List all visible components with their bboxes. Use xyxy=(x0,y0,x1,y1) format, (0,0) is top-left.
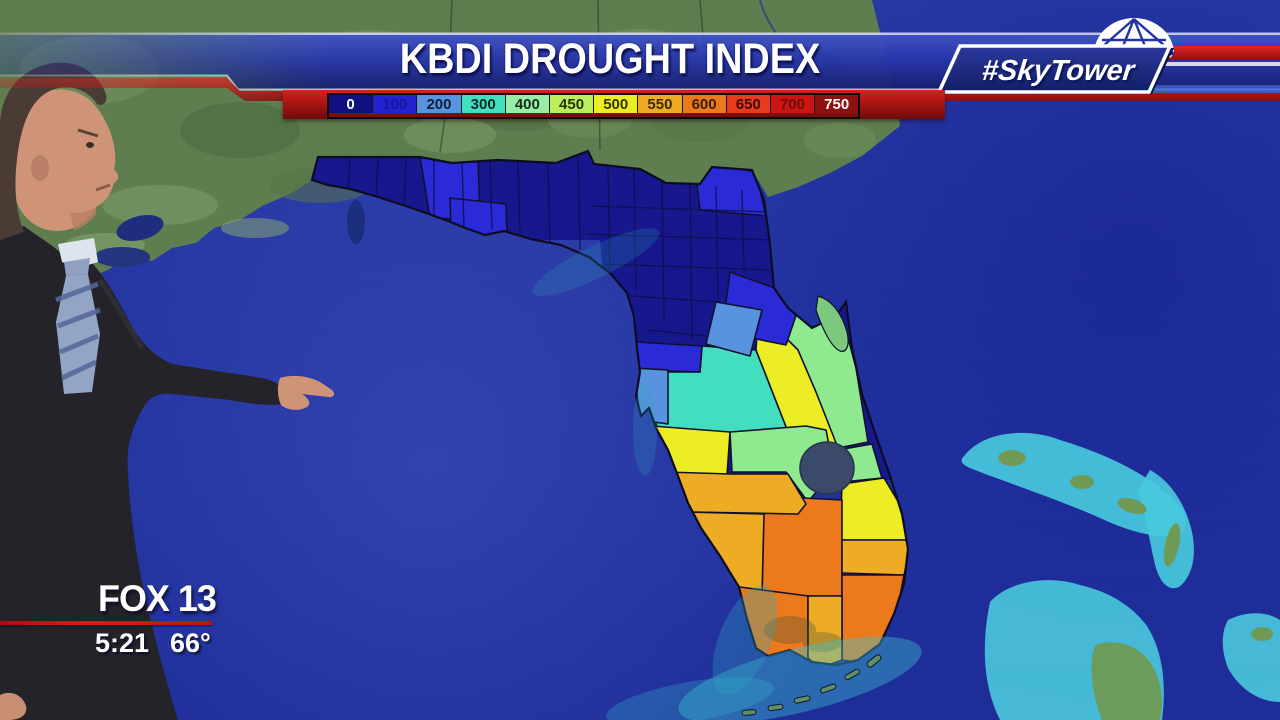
legend-item-500: 500 xyxy=(594,95,639,113)
page-title: KBDI DROUGHT INDEX xyxy=(399,35,821,83)
everglades-texture xyxy=(764,616,842,652)
skytower-emblem xyxy=(936,18,1280,94)
florida-state-outline xyxy=(310,149,910,667)
legend-item-200: 200 xyxy=(417,95,462,113)
presenter-lower-hand xyxy=(0,692,27,720)
legend-item-550: 550 xyxy=(638,95,683,113)
legend-scale-row: 0 100 200 300 400 450 500 550 600 650 70… xyxy=(327,93,861,119)
skytower-white-stripe xyxy=(1156,62,1280,66)
banner-silver-edge xyxy=(0,74,1280,91)
current-time: 5:21 xyxy=(95,628,150,658)
coastal-marsh-bay xyxy=(94,247,150,267)
station-logo: FOX 13 xyxy=(98,578,217,619)
legend-item-600: 600 xyxy=(682,95,727,113)
skytower-brand-text: #SkyTower xyxy=(980,55,1136,87)
station-logo-underline xyxy=(0,621,212,625)
banner-top-edge xyxy=(0,32,1280,35)
cape-canaveral-barrier xyxy=(815,295,849,352)
county-region-lake-county xyxy=(705,301,763,357)
lake-okeechobee xyxy=(799,441,855,495)
bahamas-islands xyxy=(961,432,1280,720)
kbdi-legend: 0 100 200 300 400 450 500 550 600 650 70… xyxy=(283,90,945,119)
current-temperature: 66° xyxy=(170,628,211,658)
coastal-bay xyxy=(116,214,164,242)
county-border-lines xyxy=(347,155,773,341)
presenter-head xyxy=(0,62,119,240)
legend-item-750: 750 xyxy=(815,95,859,113)
legend-item-650: 650 xyxy=(726,95,771,113)
legend-item-450: 450 xyxy=(549,95,595,113)
skytower-red-stripe xyxy=(1162,46,1280,60)
legend-item-700: 700 xyxy=(770,95,816,113)
skytower-box xyxy=(936,44,1173,94)
presenter-pointing-hand xyxy=(277,375,335,410)
skytower-light-stripe xyxy=(1148,85,1280,93)
legend-item-100: 100 xyxy=(373,95,418,113)
shallow-water-glow xyxy=(532,228,922,720)
mobile-bay xyxy=(347,200,365,244)
legend-item-0: 0 xyxy=(329,95,374,113)
presenter-tie xyxy=(55,258,101,394)
suit-lapel-highlight xyxy=(97,278,145,350)
legend-item-300: 300 xyxy=(461,95,506,113)
florida-keys xyxy=(741,654,882,716)
legend-item-400: 400 xyxy=(505,95,550,113)
